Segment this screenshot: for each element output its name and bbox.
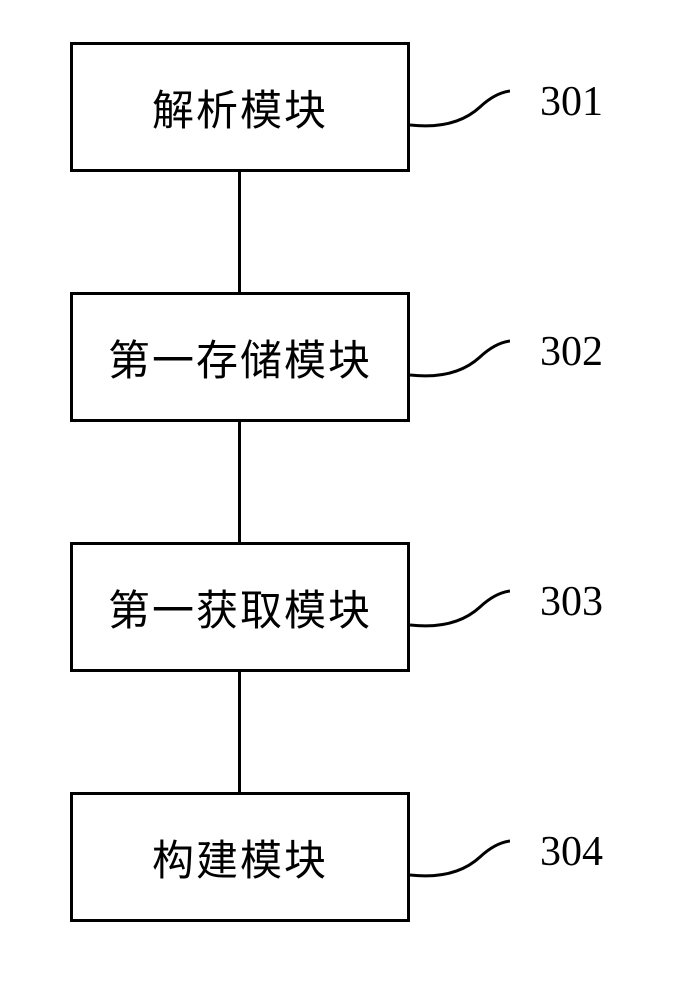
node-parse-module: 解析模块 [70,42,410,172]
connector [238,172,241,292]
diagram-canvas: 解析模块 301 第一存储模块 302 第一获取模块 303 构建模块 304 [0,0,679,1000]
node-build-module: 构建模块 [70,792,410,922]
node-first-storage-module: 第一存储模块 [70,292,410,422]
callout-label: 303 [540,578,603,626]
node-label: 构建模块 [152,827,328,888]
callout-label: 301 [540,78,603,126]
node-label: 第一存储模块 [108,327,372,388]
connector [238,672,241,792]
node-label: 第一获取模块 [108,577,372,638]
callout-label: 304 [540,828,603,876]
connector [238,422,241,542]
callout-arc [410,85,510,135]
callout-label: 302 [540,328,603,376]
callout-arc [410,335,510,385]
callout-arc [410,585,510,635]
node-label: 解析模块 [152,77,328,138]
callout-arc [410,835,510,885]
node-first-acquire-module: 第一获取模块 [70,542,410,672]
